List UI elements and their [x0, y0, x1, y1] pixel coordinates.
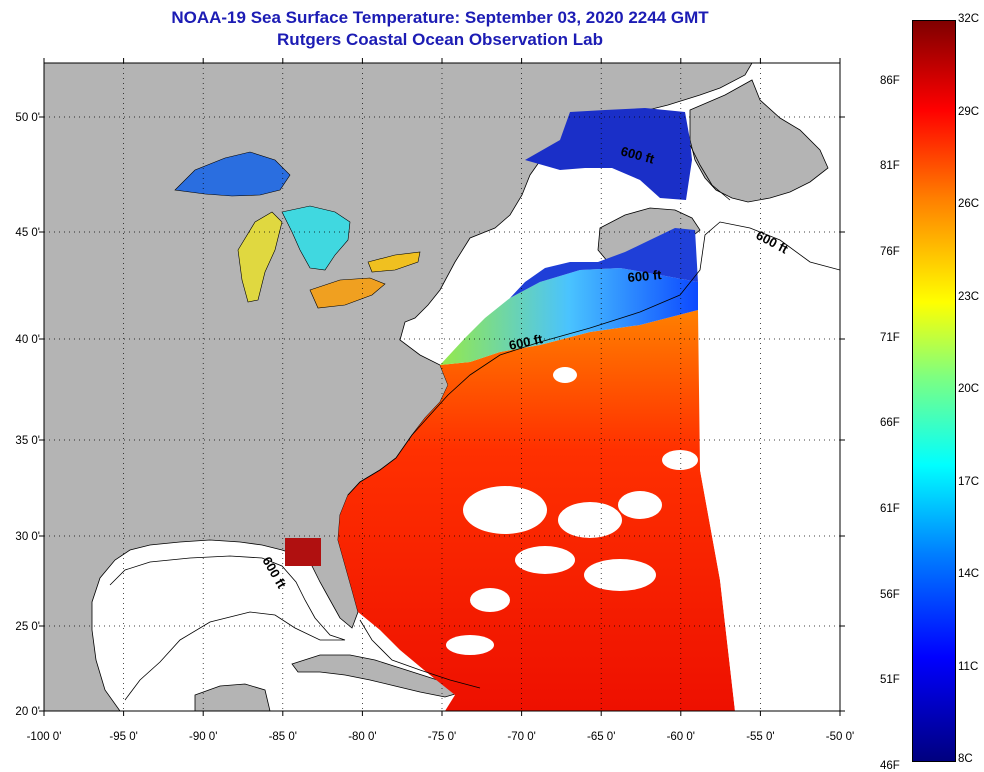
fahrenheit-label: 66F — [880, 417, 900, 430]
sst-cold-stlawrence — [525, 108, 692, 200]
celsius-label: 14C — [958, 568, 980, 580]
map-title: NOAA-19 Sea Surface Temperature: Septemb… — [171, 8, 709, 27]
contour-label: 600 ft — [508, 331, 545, 353]
lat-label: 25 0' — [15, 621, 40, 633]
yucatan-land — [194, 683, 271, 711]
great-lakes — [174, 151, 421, 309]
fahrenheit-label: 46F — [880, 759, 900, 772]
lon-label: -95 0' — [109, 731, 137, 743]
lon-label: -80 0' — [348, 731, 376, 743]
fahrenheit-label: 61F — [880, 502, 900, 515]
fahrenheit-label: 51F — [880, 674, 900, 687]
celsius-label: 20C — [958, 383, 980, 395]
celsius-label: 32C — [958, 13, 980, 25]
lat-label: 20 0' — [15, 706, 40, 718]
lon-label: -85 0' — [269, 731, 297, 743]
fahrenheit-label: 81F — [880, 160, 900, 173]
celsius-label: 8C — [958, 753, 973, 765]
lat-label: 40 0' — [15, 334, 40, 346]
map-subtitle: Rutgers Coastal Ocean Observation Lab — [277, 30, 603, 49]
lon-label: -75 0' — [428, 731, 456, 743]
celsius-label: 17C — [958, 475, 980, 488]
gulf-contour — [109, 555, 346, 701]
fahrenheit-label: 76F — [880, 245, 900, 258]
lon-label: -50 0' — [826, 731, 854, 743]
depth-contours — [347, 144, 840, 689]
celsius-label: 26C — [958, 198, 980, 210]
graticule — [44, 63, 840, 711]
sst-cold-scotian — [510, 228, 698, 298]
lat-labels: 50 0' 45 0' 40 0' 35 0' 30 0' 25 0' 20 0… — [15, 112, 40, 718]
temperature-colorbar — [912, 20, 956, 762]
lat-label: 35 0' — [15, 435, 40, 447]
lat-label: 30 0' — [15, 531, 40, 543]
lon-label: -70 0' — [507, 731, 535, 743]
fahrenheit-label: 56F — [880, 588, 900, 601]
lon-label: -65 0' — [587, 731, 615, 743]
lat-label: 50 0' — [15, 112, 40, 124]
lon-label: -90 0' — [189, 731, 217, 743]
lon-label: -55 0' — [746, 731, 774, 743]
axis-ticks — [39, 58, 845, 716]
lon-label: -60 0' — [667, 731, 695, 743]
contour-label: 600 ft — [627, 267, 663, 285]
cloud-patches — [446, 367, 840, 711]
sst-gulf-patch — [285, 538, 321, 566]
lat-label: 45 0' — [15, 227, 40, 239]
celsius-label: 29C — [958, 105, 980, 118]
lon-label: -100 0' — [27, 731, 62, 743]
newfoundland-land — [689, 79, 829, 203]
sst-slope-water — [440, 268, 698, 365]
celsius-label: 11C — [958, 660, 979, 673]
fahrenheit-label: 86F — [880, 74, 900, 87]
sst-map: 600 ft 600 ft 600 ft 600 ft 600 ft 50 0'… — [15, 58, 855, 743]
fahrenheit-label: 71F — [880, 331, 900, 344]
cuba-land — [291, 654, 463, 698]
celsius-label: 23C — [958, 290, 980, 303]
lon-labels: -100 0' -95 0' -90 0' -85 0' -80 0' -75 … — [27, 731, 855, 743]
